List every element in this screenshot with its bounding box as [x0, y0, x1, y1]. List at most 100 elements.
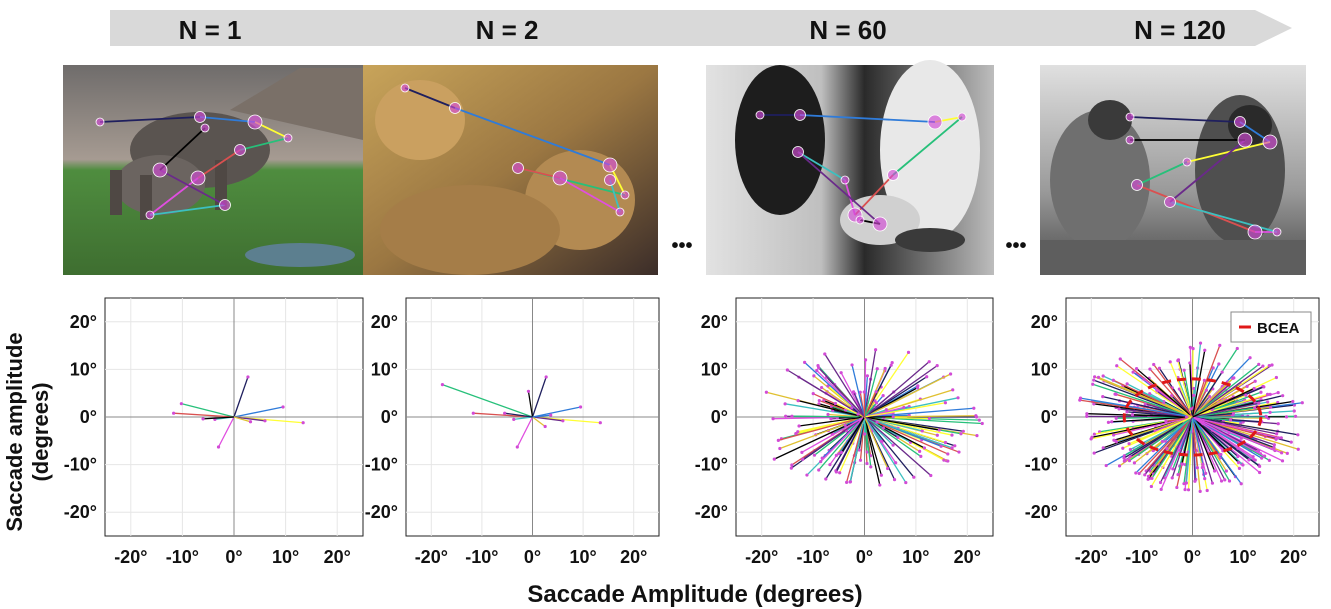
saccade-vector: [531, 376, 547, 418]
saccade-endpoint: [950, 433, 954, 437]
saccade-endpoint: [801, 457, 805, 461]
x-tick-label: -20°: [1075, 547, 1108, 567]
saccade-endpoint: [1142, 377, 1146, 381]
saccade-endpoint: [783, 402, 787, 406]
saccade-endpoint: [1236, 460, 1241, 465]
saccade-endpoint: [1296, 447, 1300, 451]
saccade-endpoint: [1110, 420, 1114, 424]
saccade-endpoint: [1253, 458, 1257, 462]
saccade-endpoint: [796, 399, 800, 403]
saccade-endpoint: [850, 363, 854, 367]
saccade-endpoint: [778, 446, 782, 451]
x-tick-label: 20°: [1280, 547, 1307, 567]
saccade-endpoint: [1111, 433, 1116, 437]
x-tick-label: 10°: [1229, 547, 1256, 567]
saccade-endpoint: [1274, 375, 1278, 380]
header-label-n1: N = 1: [179, 15, 242, 45]
saccade-endpoint: [889, 363, 893, 367]
saccade-endpoint: [1203, 477, 1207, 481]
saccade-endpoint: [1132, 461, 1137, 465]
saccade-endpoint: [863, 432, 867, 436]
saccade-endpoint: [1263, 454, 1267, 458]
saccade-endpoint: [578, 405, 583, 409]
saccade-vector: [1191, 416, 1199, 468]
saccade-endpoint: [920, 429, 924, 433]
saccade-endpoint: [929, 473, 933, 478]
saccade-endpoint: [935, 364, 939, 368]
saccade-vector: [864, 416, 949, 455]
x-tick-label: 10°: [569, 547, 596, 567]
saccade-endpoint: [1182, 482, 1186, 486]
saccade-vector: [516, 416, 534, 448]
saccade-endpoint: [904, 480, 908, 485]
saccade-vector: [233, 416, 251, 423]
saccade-endpoint: [1176, 472, 1180, 477]
saccade-endpoint: [845, 480, 849, 484]
fixation-point: [927, 114, 943, 130]
saccade-endpoint: [1085, 412, 1089, 416]
saccade-vector: [1116, 365, 1193, 418]
saccade-vector: [863, 368, 878, 418]
scanpath-saccade: [239, 137, 289, 151]
saccade-endpoint: [1096, 375, 1101, 379]
saccade-vector: [864, 416, 878, 423]
saccade-endpoint: [1193, 479, 1197, 483]
saccade-endpoint: [1189, 407, 1193, 411]
saccade-endpoint: [771, 417, 775, 421]
fixation-point: [1125, 135, 1135, 145]
saccade-vector: [1192, 416, 1279, 439]
fixation-point: [145, 210, 155, 220]
saccade-vector: [801, 416, 865, 453]
saccade-endpoint: [1244, 393, 1248, 397]
fixation-point: [552, 170, 568, 186]
saccade-endpoint: [598, 421, 602, 425]
saccade-endpoint: [838, 471, 842, 475]
saccade-endpoint: [815, 368, 819, 373]
saccade-endpoint: [440, 383, 445, 387]
saccade-vector: [532, 416, 546, 428]
saccade-endpoint: [912, 475, 916, 479]
saccade-vector: [1192, 402, 1260, 418]
ellipsis-2: •••: [1005, 235, 1026, 257]
saccade-vector: [863, 416, 915, 478]
fixation-point: [234, 144, 246, 156]
saccade-endpoint: [1231, 411, 1236, 416]
saccade-endpoint: [875, 420, 879, 424]
saccade-endpoint: [848, 480, 852, 484]
saccade-endpoint: [817, 468, 821, 472]
scanpath-overlays: [95, 83, 1282, 240]
saccade-endpoint: [1285, 451, 1289, 455]
fixation-point: [840, 175, 850, 185]
y-tick-label: 0°: [381, 407, 398, 427]
saccade-endpoint: [1117, 464, 1122, 468]
saccade-endpoint: [874, 390, 878, 394]
saccade-endpoint: [764, 390, 768, 394]
fixation-point: [1272, 227, 1282, 237]
saccade-vector: [1129, 416, 1193, 462]
saccade-vector: [824, 353, 866, 418]
saccade-endpoint: [918, 449, 922, 454]
saccade-endpoint: [1117, 407, 1121, 411]
saccade-endpoint: [1180, 462, 1184, 466]
saccade-vector: [1080, 397, 1193, 418]
saccade-vector: [1192, 416, 1256, 461]
saccade-endpoint: [503, 411, 507, 415]
saccade-vector: [1171, 416, 1194, 479]
scanpath-saccade: [99, 116, 201, 123]
saccade-endpoint: [1281, 394, 1285, 398]
y-tick-label: 10°: [70, 359, 97, 379]
fixation-point: [602, 157, 618, 173]
x-tick-label: 10°: [272, 547, 299, 567]
scanpath-saccade: [199, 116, 256, 123]
saccade-charts: -20° -10° 0° 10° 20° 20° 10° 0° -10° -20° -20° -10°…: [64, 297, 1320, 567]
saccade-endpoint: [1101, 374, 1105, 378]
saccade-endpoint: [837, 452, 841, 456]
saccade-endpoint: [549, 413, 553, 417]
saccade-endpoint: [1257, 362, 1261, 366]
saccade-endpoint: [1257, 401, 1261, 405]
saccade-vector: [1185, 416, 1194, 484]
saccade-endpoint: [1270, 363, 1274, 367]
saccade-endpoint: [942, 458, 946, 462]
saccade-vector: [504, 412, 533, 418]
saccade-endpoint: [1159, 487, 1163, 491]
